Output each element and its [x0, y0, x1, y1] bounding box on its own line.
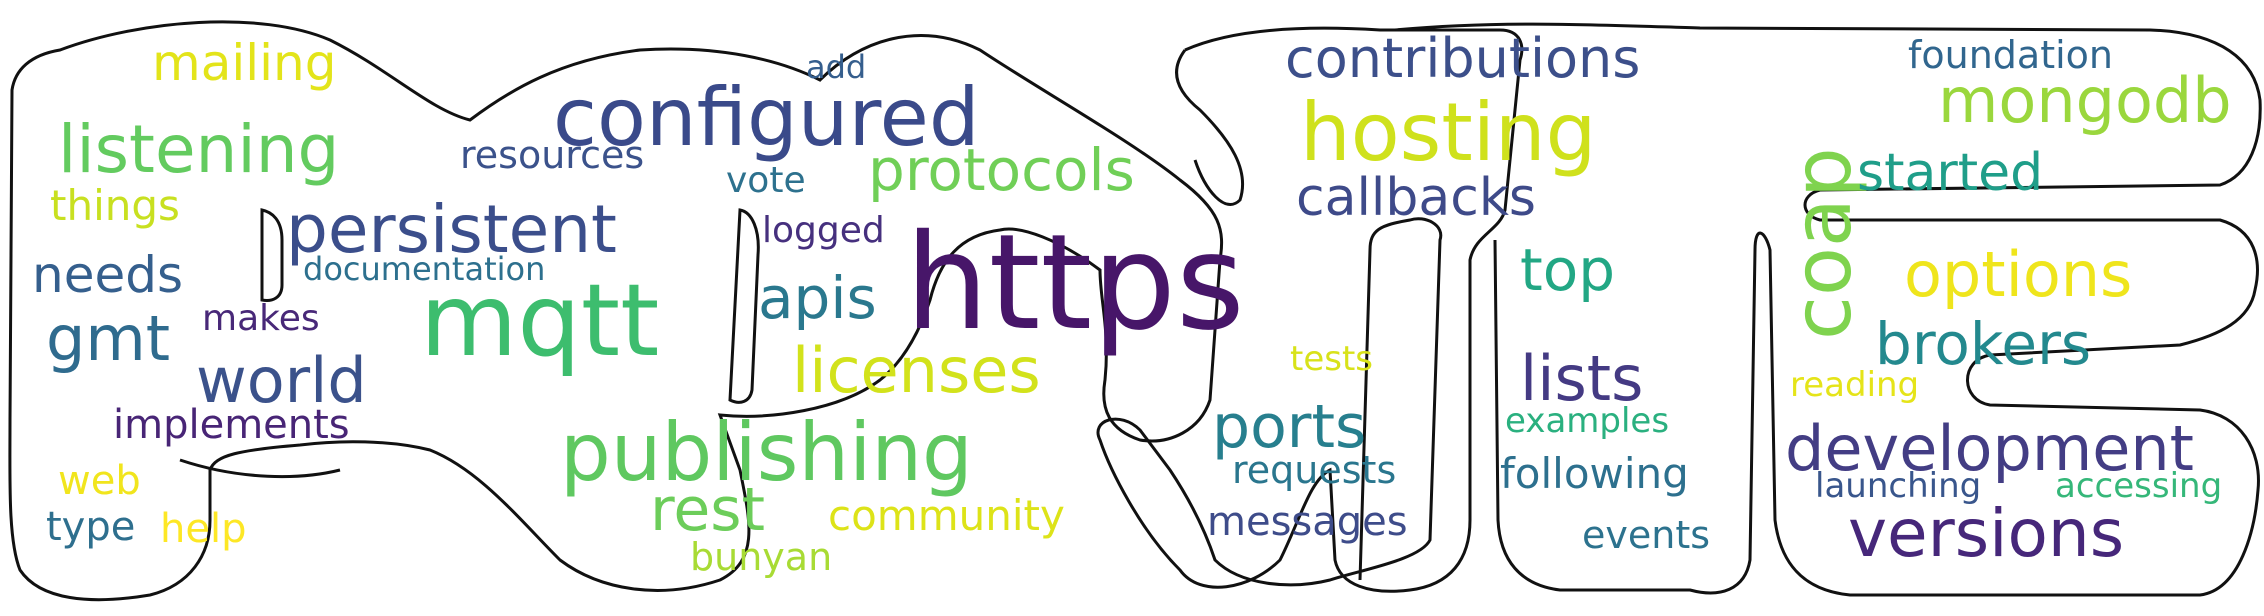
word-requests: requests	[1232, 448, 1396, 492]
word-bunyan: bunyan	[690, 535, 832, 579]
word-top: top	[1520, 236, 1615, 304]
word-callbacks: callbacks	[1296, 168, 1536, 228]
word-publishing: publishing	[560, 406, 973, 499]
word-add: add	[806, 48, 866, 86]
word-listening: listening	[58, 111, 339, 188]
word-world: world	[196, 344, 367, 417]
word-started: started	[1857, 143, 2043, 203]
word-reading: reading	[1790, 365, 1919, 405]
word-coap: coap	[1776, 147, 1869, 340]
word-ports: ports	[1212, 392, 1366, 462]
mask-letter-a-outline	[1096, 26, 1524, 593]
word-foundation: foundation	[1908, 33, 2113, 77]
mask-hole-mid-outline	[728, 208, 760, 404]
mask-outline	[8, 20, 2262, 602]
word-things: things	[50, 181, 180, 230]
word-https: https	[905, 206, 1245, 360]
word-apis: apis	[758, 264, 877, 332]
word-mongodb: mongodb	[1938, 64, 2232, 137]
word-launching: launching	[1815, 466, 1981, 506]
word-help: help	[160, 506, 246, 552]
words-layer: https mqtt configured hosting publishing list…	[32, 27, 2232, 579]
word-tests: tests	[1290, 339, 1373, 379]
word-rest: rest	[650, 475, 765, 545]
word-development: development	[1785, 412, 2194, 485]
word-licenses: licenses	[792, 334, 1041, 407]
word-mailing: mailing	[152, 34, 336, 92]
mask-hole-left-outline	[260, 208, 284, 302]
word-hosting: hosting	[1300, 86, 1596, 179]
word-options: options	[1904, 238, 2132, 311]
word-resources: resources	[460, 133, 644, 177]
mask-letter-p-outline	[8, 20, 1224, 602]
word-type: type	[46, 504, 135, 550]
word-contributions: contributions	[1285, 27, 1640, 90]
word-makes: makes	[202, 298, 320, 339]
word-lists: lists	[1520, 342, 1643, 415]
word-gmt: gmt	[46, 302, 170, 375]
word-vote: vote	[726, 160, 806, 201]
word-accessing: accessing	[2055, 466, 2222, 506]
word-mqtt: mqtt	[420, 262, 659, 379]
word-community: community	[828, 491, 1065, 540]
word-brokers: brokers	[1875, 310, 2091, 378]
word-persistent: persistent	[286, 191, 617, 268]
word-needs: needs	[32, 246, 183, 304]
word-events: events	[1582, 513, 1710, 557]
word-protocols: protocols	[868, 136, 1135, 204]
word-implements: implements	[113, 402, 350, 448]
mask-tail-outline	[179, 458, 341, 479]
mask-a-inner-outline	[1175, 49, 1245, 206]
word-following: following	[1500, 449, 1689, 498]
word-web: web	[58, 458, 141, 504]
word-messages: messages	[1207, 499, 1408, 545]
word-documentation: documentation	[303, 250, 545, 288]
mask-letter-e-outline	[1394, 22, 2262, 597]
word-examples: examples	[1505, 401, 1669, 441]
word-versions: versions	[1848, 495, 2124, 572]
word-configured: configured	[553, 71, 980, 164]
word-logged: logged	[762, 210, 885, 251]
